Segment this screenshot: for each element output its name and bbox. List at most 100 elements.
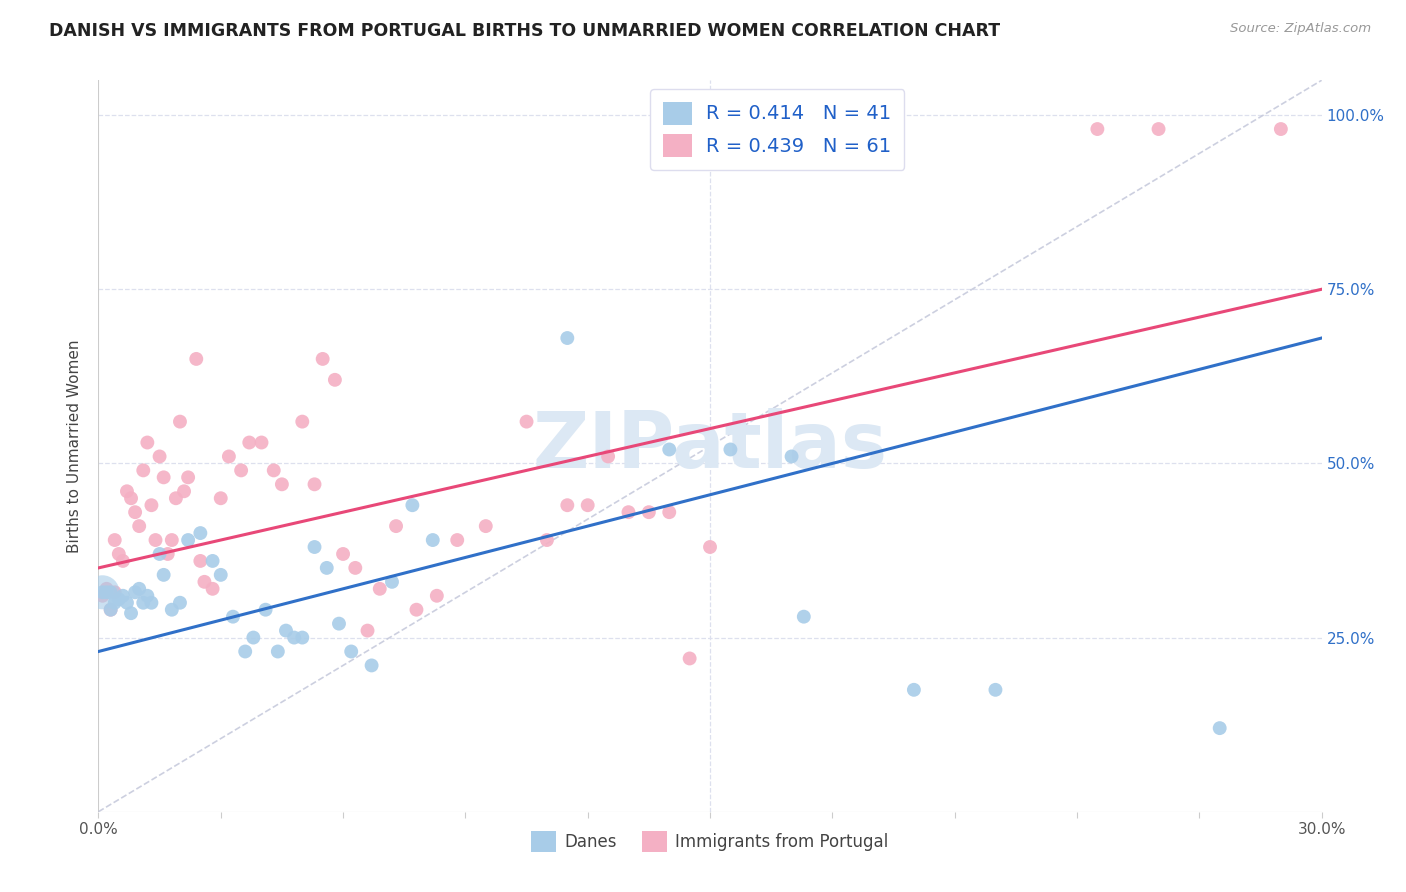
Point [344, 561, 367, 575]
Point [903, 682, 925, 697]
Legend: Danes, Immigrants from Portugal: Danes, Immigrants from Portugal [524, 824, 896, 858]
Point [356, 624, 378, 638]
Point [637, 505, 661, 519]
Point [426, 589, 449, 603]
Point [108, 592, 131, 607]
Point [124, 585, 146, 599]
Point [242, 631, 264, 645]
Point [201, 582, 224, 596]
Point [186, 351, 208, 366]
Point [270, 477, 294, 491]
Point [124, 505, 146, 519]
Point [291, 415, 314, 429]
Point [141, 498, 163, 512]
Point [111, 589, 134, 603]
Point [231, 463, 253, 477]
Point [360, 658, 382, 673]
Point [132, 596, 155, 610]
Point [679, 651, 702, 665]
Point [169, 596, 191, 610]
Point [598, 450, 620, 464]
Point [136, 589, 159, 603]
Point [128, 519, 150, 533]
Point [96, 582, 118, 596]
Point [152, 567, 174, 582]
Point [267, 644, 290, 658]
Point [156, 547, 179, 561]
Point [254, 603, 277, 617]
Point [111, 554, 134, 568]
Point [381, 574, 404, 589]
Point [201, 554, 224, 568]
Point [274, 624, 297, 638]
Point [149, 450, 172, 464]
Point [283, 631, 305, 645]
Point [152, 470, 174, 484]
Point [340, 644, 363, 658]
Point [160, 603, 183, 617]
Text: ZIPatlas: ZIPatlas [533, 408, 887, 484]
Point [91, 585, 114, 599]
Point [209, 567, 232, 582]
Point [177, 470, 200, 484]
Point [104, 533, 127, 547]
Point [793, 609, 815, 624]
Point [555, 331, 579, 345]
Point [1085, 122, 1108, 136]
Point [104, 596, 127, 610]
Point [136, 435, 159, 450]
Point [368, 582, 391, 596]
Point [91, 585, 114, 599]
Point [100, 603, 122, 617]
Point [422, 533, 444, 547]
Point [238, 435, 260, 450]
Point [332, 547, 354, 561]
Point [699, 540, 721, 554]
Point [145, 533, 167, 547]
Point [780, 450, 803, 464]
Point [96, 585, 118, 599]
Point [1270, 122, 1292, 136]
Point [120, 606, 142, 620]
Point [328, 616, 350, 631]
Point [1209, 721, 1232, 735]
Point [104, 585, 127, 599]
Y-axis label: Births to Unmarried Women: Births to Unmarried Women [67, 339, 83, 553]
Point [141, 596, 163, 610]
Point [173, 484, 195, 499]
Point [222, 609, 245, 624]
Point [405, 603, 427, 617]
Point [218, 450, 240, 464]
Point [193, 574, 215, 589]
Point [555, 498, 579, 512]
Text: Source: ZipAtlas.com: Source: ZipAtlas.com [1230, 22, 1371, 36]
Point [312, 351, 335, 366]
Point [536, 533, 558, 547]
Point [315, 561, 337, 575]
Point [128, 582, 150, 596]
Point [160, 533, 183, 547]
Point [120, 491, 142, 506]
Text: DANISH VS IMMIGRANTS FROM PORTUGAL BIRTHS TO UNMARRIED WOMEN CORRELATION CHART: DANISH VS IMMIGRANTS FROM PORTUGAL BIRTH… [49, 22, 1000, 40]
Point [108, 547, 131, 561]
Point [115, 484, 138, 499]
Point [984, 682, 1007, 697]
Point [718, 442, 742, 457]
Point [474, 519, 498, 533]
Point [401, 498, 423, 512]
Point [250, 435, 273, 450]
Point [188, 526, 212, 541]
Point [132, 463, 155, 477]
Point [100, 603, 122, 617]
Point [304, 540, 326, 554]
Point [617, 505, 640, 519]
Point [209, 491, 232, 506]
Point [165, 491, 187, 506]
Point [446, 533, 468, 547]
Point [1147, 122, 1170, 136]
Point [233, 644, 256, 658]
Point [323, 373, 346, 387]
Point [385, 519, 408, 533]
Point [263, 463, 285, 477]
Point [169, 415, 191, 429]
